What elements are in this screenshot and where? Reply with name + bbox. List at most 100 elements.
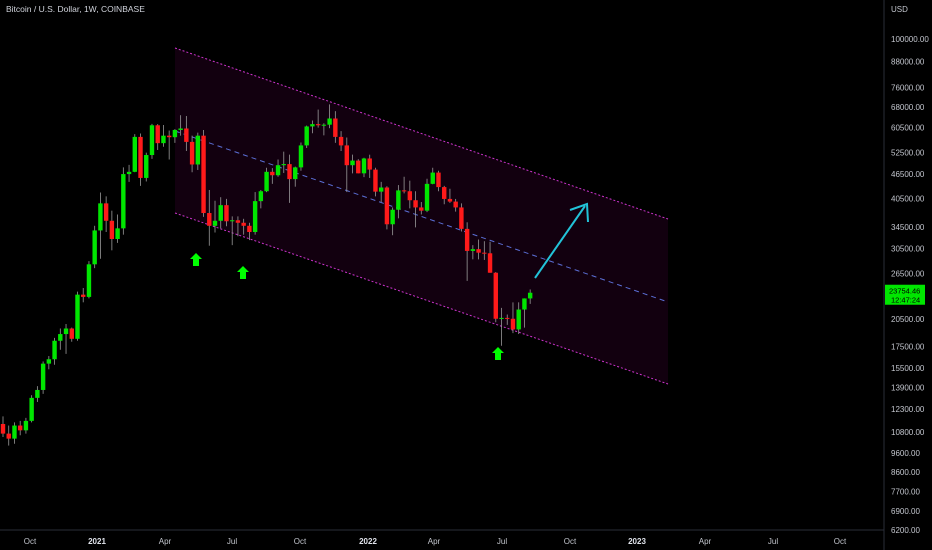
candle-body	[235, 220, 241, 223]
candle-body	[224, 205, 229, 222]
candle-body	[281, 164, 286, 166]
candle-body	[138, 136, 143, 178]
time-tick-label: Oct	[294, 537, 307, 546]
candle-body	[470, 249, 476, 251]
candle-body	[270, 171, 275, 176]
time-tick-label: Apr	[159, 537, 172, 546]
candle-body	[298, 145, 304, 168]
support-up-arrow-icon	[190, 253, 202, 266]
candle-body	[464, 228, 470, 251]
candle-body	[63, 328, 69, 335]
price-tick-label: 52500.00	[891, 149, 925, 158]
candle-body	[52, 340, 57, 360]
candle-body	[338, 136, 344, 146]
candle-body	[230, 220, 235, 222]
candle-body	[132, 136, 137, 172]
candle-body	[321, 124, 327, 126]
projection-arrow-head-icon	[569, 202, 589, 223]
candle-body	[75, 294, 80, 339]
price-tick-label: 7700.00	[891, 488, 920, 497]
candle-body	[166, 135, 172, 138]
time-tick-label: Oct	[24, 537, 37, 546]
candle-body	[310, 124, 315, 127]
candle-body	[453, 201, 458, 208]
candle-body	[218, 205, 223, 221]
candle-body	[361, 158, 367, 174]
time-tick-label: Oct	[564, 537, 577, 546]
candle-body	[23, 420, 29, 431]
candle-body	[161, 135, 166, 144]
candle-body	[522, 298, 527, 310]
candle-body	[373, 169, 378, 192]
price-tick-label: 9600.00	[891, 449, 920, 458]
price-tick-label: 8600.00	[891, 468, 920, 477]
candle-body	[201, 135, 206, 214]
candle-body	[516, 309, 521, 330]
time-tick-label: 2023	[628, 537, 646, 546]
current-price-label: 23754.46	[889, 287, 920, 296]
candle-body	[413, 200, 418, 208]
candle-body	[144, 155, 149, 178]
price-tick-label: 12300.00	[891, 405, 925, 414]
candle-body	[207, 213, 212, 226]
channel-fill	[175, 48, 668, 384]
projection-arrow-line	[534, 205, 586, 279]
time-tick-label: Jul	[768, 537, 778, 546]
support-up-arrow-icon	[237, 266, 249, 279]
candle-body	[396, 190, 401, 210]
candle-body	[350, 160, 355, 166]
candle-body	[212, 220, 218, 226]
candle-body	[356, 160, 361, 174]
price-tick-label: 46500.00	[891, 170, 925, 179]
time-tick-label: Apr	[699, 537, 712, 546]
candle-body	[126, 171, 132, 175]
candle-body	[29, 397, 34, 421]
currency-label: USD	[891, 5, 908, 14]
candle-body	[419, 207, 424, 211]
candle-body	[81, 294, 86, 297]
candle-body	[69, 328, 74, 339]
price-badge	[885, 284, 925, 305]
candle-body	[293, 167, 298, 180]
candle-body	[58, 334, 63, 341]
channel-midline	[174, 130, 669, 303]
candle-body	[195, 135, 201, 165]
time-tick-label: Oct	[834, 537, 847, 546]
support-up-arrow-icon	[492, 347, 504, 360]
candle-body	[115, 228, 120, 240]
candle-body	[149, 125, 155, 156]
candle-body	[264, 171, 269, 192]
candle-body	[304, 126, 309, 146]
candle-body	[35, 389, 40, 398]
candle-body	[172, 129, 178, 138]
price-tick-label: 20500.00	[891, 315, 925, 324]
candle-body	[46, 359, 52, 364]
candle-body	[287, 164, 292, 180]
candle-body	[258, 191, 264, 202]
time-tick-label: Jul	[227, 537, 237, 546]
candle-body	[401, 190, 407, 192]
candle-body	[178, 128, 183, 130]
price-tick-label: 10800.00	[891, 428, 925, 437]
candle-body	[98, 203, 103, 231]
candle-body	[476, 249, 481, 253]
candle-body	[430, 172, 435, 184]
time-tick-label: Apr	[428, 537, 441, 546]
price-tick-label: 68000.00	[891, 103, 925, 112]
price-tick-label: 60500.00	[891, 124, 925, 133]
candle-body	[482, 252, 487, 254]
candle-body	[510, 318, 516, 330]
candle-body	[92, 230, 97, 265]
candle-body	[505, 317, 510, 319]
price-tick-label: 6200.00	[891, 526, 920, 535]
candle-body	[344, 145, 349, 166]
candle-body	[390, 209, 395, 225]
candle-body	[121, 174, 126, 229]
price-tick-label: 17500.00	[891, 343, 925, 352]
time-tick-label: 2021	[88, 537, 106, 546]
candle-body	[407, 191, 413, 201]
price-tick-label: 88000.00	[891, 57, 925, 66]
candle-body	[6, 433, 11, 439]
candle-body	[12, 425, 17, 439]
